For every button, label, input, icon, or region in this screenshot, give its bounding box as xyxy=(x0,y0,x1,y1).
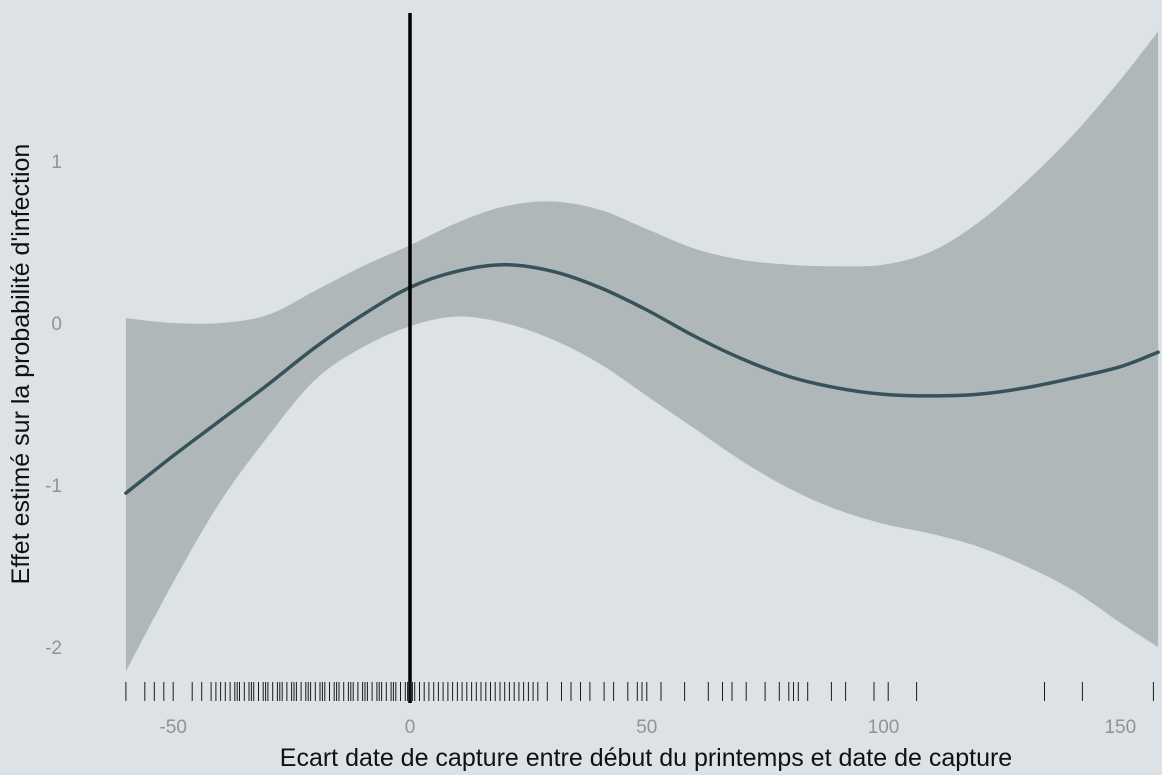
rug-layer xyxy=(125,682,1154,701)
x-axis-title: Ecart date de capture entre début du pri… xyxy=(280,744,1012,772)
x-tick-label: 150 xyxy=(1104,717,1136,738)
y-tick-label: -1 xyxy=(45,476,62,497)
y-axis-title: Effet estimé sur la probabilité d'infect… xyxy=(7,144,35,585)
y-tick-labels: -2 -1 0 1 xyxy=(45,152,62,659)
x-tick-label: 50 xyxy=(636,717,657,738)
confidence-band-layer xyxy=(125,31,1159,672)
x-tick-label: 100 xyxy=(868,717,900,738)
y-tick-label: 0 xyxy=(51,314,62,335)
y-tick-label: -2 xyxy=(45,638,62,659)
x-tick-label: 0 xyxy=(405,717,416,738)
confidence-band xyxy=(125,31,1159,672)
x-tick-label: -50 xyxy=(159,717,186,738)
x-tick-labels: -50 0 50 100 150 xyxy=(159,717,1136,738)
y-tick-label: 1 xyxy=(51,152,62,173)
